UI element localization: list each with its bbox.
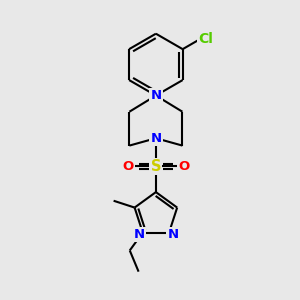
Text: N: N <box>133 228 145 241</box>
Text: O: O <box>178 160 189 173</box>
Text: Cl: Cl <box>198 32 213 46</box>
Text: N: N <box>150 132 161 145</box>
Text: N: N <box>167 228 178 241</box>
Text: S: S <box>151 159 161 174</box>
Text: O: O <box>123 160 134 173</box>
Text: N: N <box>150 89 161 102</box>
